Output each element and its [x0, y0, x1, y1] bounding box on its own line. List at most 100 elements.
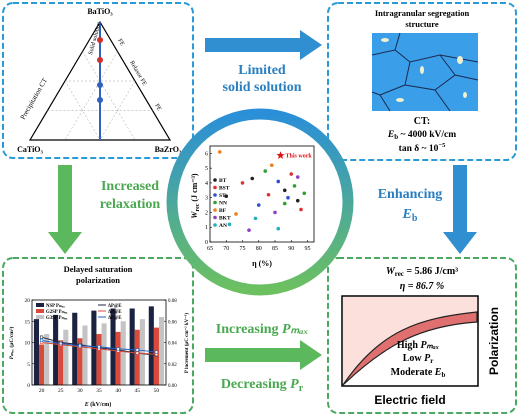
y-tick-label: 5: [205, 166, 208, 172]
bar: [134, 329, 140, 385]
bar: [110, 308, 116, 385]
x-tick-label: 35: [96, 388, 102, 394]
arrow-label: Increasing Pₘₐₓ: [216, 322, 308, 337]
y-tick-label: 10: [25, 341, 31, 347]
bar: [44, 334, 50, 385]
vertex-label: BaTiO₃: [87, 7, 113, 16]
legend-label: ST: [219, 193, 226, 199]
symbol: E: [434, 367, 442, 378]
symbol: Pₘₐₓ: [9, 349, 15, 359]
data-point: [273, 210, 277, 215]
text: High: [397, 340, 421, 351]
legend-swatch: [213, 193, 217, 197]
bar: [148, 306, 154, 385]
data-point: [253, 216, 258, 221]
subscript: b: [412, 213, 418, 224]
feature-label: High Pₘₐₓ: [397, 340, 439, 351]
legend-label: AN: [219, 223, 227, 229]
legend-swatch: [213, 208, 217, 212]
legend-swatch: [213, 200, 217, 205]
subscript: b: [394, 133, 398, 141]
y-tick-label: 0: [205, 240, 208, 246]
arrow-label: relaxation: [100, 197, 161, 212]
arrow-label: Limited: [238, 63, 286, 78]
line-marker: [97, 345, 101, 349]
y2-tick-label: 0.02: [168, 363, 177, 368]
data-point: [240, 181, 245, 185]
line-marker: [135, 348, 139, 352]
arrow-label: solid solution: [223, 80, 302, 95]
data-point: [292, 184, 297, 188]
text: tan δ ~ 10: [399, 144, 439, 154]
subscript: rec: [195, 203, 201, 211]
bar: [77, 338, 83, 385]
y-tick-label: 2: [205, 210, 208, 216]
bar: [82, 325, 88, 385]
legend-swatch: [36, 309, 44, 313]
line-marker: [135, 351, 139, 355]
x-tick-label: 45: [135, 388, 141, 394]
legend-swatch: [36, 315, 44, 319]
line-marker: [59, 341, 63, 346]
data-point: [276, 179, 281, 184]
line-marker: [39, 335, 44, 339]
unit: (J cm⁻³): [190, 173, 199, 204]
feature-label: Low Pr: [403, 353, 434, 365]
x-tick-label: 50: [154, 388, 160, 394]
y2-tick-label: 0.00: [168, 384, 177, 389]
x-tick-label: 95: [305, 246, 311, 252]
composition-dot: [97, 57, 103, 63]
bar: [158, 317, 165, 385]
bar: [96, 334, 102, 385]
ct-label: CT:: [414, 116, 430, 127]
breakdown: Eb ~ 4000 kV/cm: [387, 130, 456, 141]
line-marker: [116, 347, 120, 351]
x-tick-label: 40: [115, 388, 121, 394]
box: [327, 2, 517, 161]
loss-tangent: tan δ ~ 10−5: [399, 142, 446, 154]
symbol: P: [424, 353, 431, 364]
bar: [63, 329, 69, 385]
y-tick-label: 5: [27, 362, 30, 368]
x-tick-label: 65: [207, 246, 213, 252]
bar: [101, 323, 107, 385]
x-tick-label: 90: [288, 246, 294, 252]
legend-label: G2SP Pₘₐₓ: [46, 310, 68, 315]
line-marker: [154, 350, 159, 354]
x-tick-label: 75: [240, 246, 246, 252]
hysteresis-loop: [342, 311, 478, 386]
star-marker: [276, 151, 285, 159]
panel-title: structure: [405, 19, 439, 29]
micrograph: [372, 33, 478, 111]
grain-boundaries: [371, 32, 479, 112]
plot-frame: [209, 145, 315, 243]
bar: [129, 308, 135, 385]
unit: (kV/cm): [89, 401, 112, 408]
legend-label: BT: [219, 178, 227, 184]
data-point: [227, 222, 232, 227]
legend-swatch: [213, 178, 217, 182]
subscript: b: [441, 371, 445, 379]
data-point: [286, 195, 290, 200]
text: ~ 4000 kV/cm: [398, 130, 456, 140]
data-point: [282, 201, 287, 206]
box: [327, 257, 517, 414]
box: [2, 257, 194, 414]
arrow-label: Decreasing Pr: [221, 377, 304, 394]
legend-swatch: [213, 185, 217, 190]
bar-chart: 0 5 10 15 20 0.00 0.02 0.04 0.06 0.08 20 25 30 35 40 45…: [25, 298, 178, 394]
y-tick-label: 0: [27, 383, 30, 389]
unit: (μC/cm²): [8, 327, 15, 349]
legend-label: BKT: [219, 216, 231, 222]
data-point: [269, 163, 274, 167]
legend-label: ΔP@E: [108, 304, 122, 309]
bar: [72, 312, 78, 385]
x-tick-label: 80: [256, 246, 262, 252]
composition-dot: [97, 37, 103, 43]
data-point: [263, 169, 268, 173]
bar: [53, 314, 59, 385]
data-point: [295, 175, 300, 179]
feature-label: Moderate Eb: [391, 367, 446, 379]
y-axis-label: Pₘₐₓ (μC/cm²): [8, 327, 15, 360]
